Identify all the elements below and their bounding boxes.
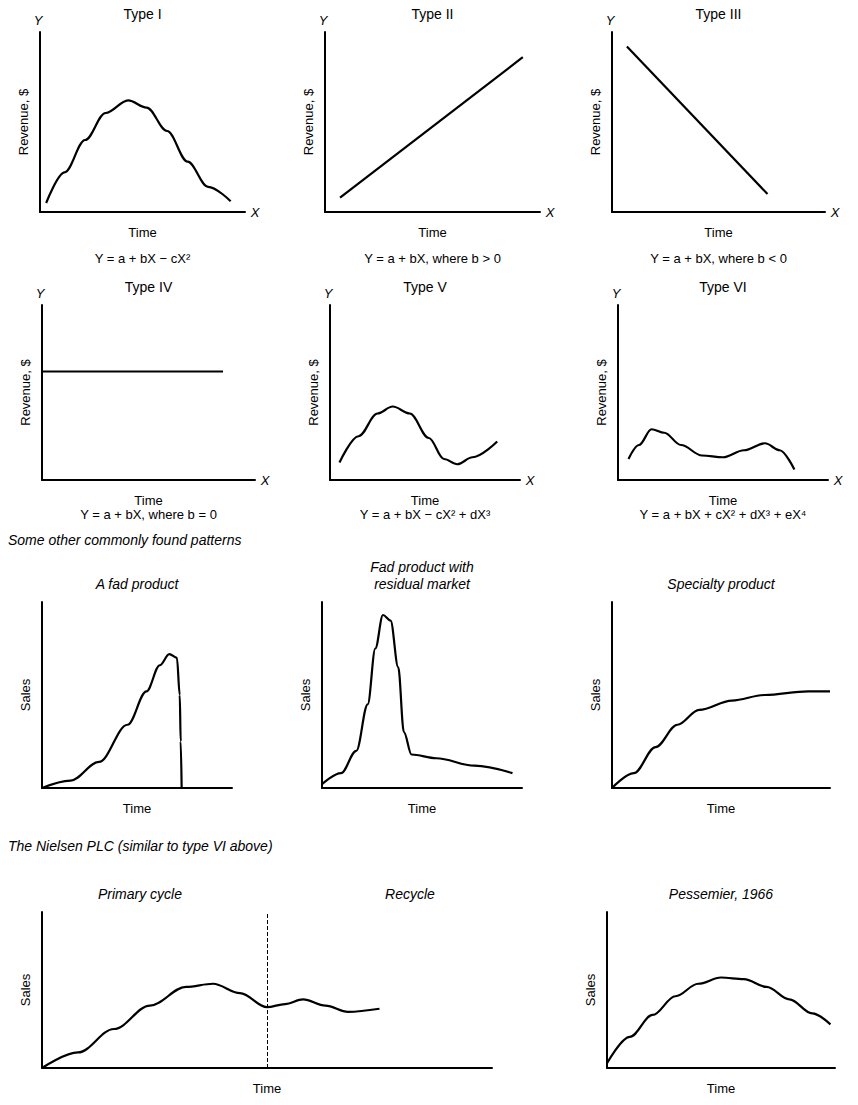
svg-text:Type III: Type III	[696, 6, 742, 22]
svg-text:residual market: residual market	[374, 576, 471, 592]
svg-text:A fad product: A fad product	[95, 576, 180, 592]
svg-text:Sales: Sales	[18, 678, 33, 711]
svg-text:Revenue, $: Revenue, $	[18, 358, 33, 425]
svg-text:Revenue, $: Revenue, $	[301, 88, 316, 155]
svg-text:X: X	[525, 473, 536, 488]
svg-text:Time: Time	[707, 801, 735, 816]
svg-text:Primary cycle: Primary cycle	[98, 886, 182, 902]
svg-text:Time: Time	[134, 493, 162, 508]
svg-text:Type I: Type I	[123, 6, 161, 22]
svg-text:Y = a + bX, where b < 0: Y = a + bX, where b < 0	[650, 251, 787, 266]
svg-text:X: X	[830, 205, 841, 220]
svg-text:X: X	[545, 205, 556, 220]
svg-text:Fad product with: Fad product with	[370, 559, 474, 575]
svg-text:Y = a + bX, where b = 0: Y = a + bX, where b = 0	[80, 507, 217, 522]
svg-text:Type VI: Type VI	[699, 279, 746, 295]
svg-text:Sales: Sales	[583, 973, 598, 1006]
svg-text:The Nielsen PLC (similar to ty: The Nielsen PLC (similar to type VI abov…	[8, 838, 273, 854]
svg-text:Some other commonly found patt: Some other commonly found patterns	[8, 532, 241, 548]
svg-text:Y: Y	[36, 286, 46, 301]
svg-text:Time: Time	[411, 493, 439, 508]
svg-text:Y: Y	[606, 13, 616, 28]
svg-text:Y: Y	[319, 13, 329, 28]
svg-text:Recycle: Recycle	[385, 886, 435, 902]
svg-text:Time: Time	[408, 801, 436, 816]
svg-text:X: X	[260, 473, 271, 488]
svg-text:Time: Time	[123, 801, 151, 816]
svg-text:Revenue, $: Revenue, $	[588, 88, 603, 155]
svg-text:Time: Time	[128, 225, 156, 240]
svg-text:Y = a + bX − cX² + dX³: Y = a + bX − cX² + dX³	[360, 507, 491, 522]
svg-text:Pessemier, 1966: Pessemier, 1966	[669, 886, 773, 902]
svg-text:Sales: Sales	[588, 678, 603, 711]
svg-text:Time: Time	[709, 493, 737, 508]
svg-text:Time: Time	[418, 225, 446, 240]
svg-text:Type V: Type V	[403, 279, 447, 295]
svg-text:Sales: Sales	[18, 973, 33, 1006]
svg-text:Type IV: Type IV	[125, 279, 173, 295]
svg-text:Time: Time	[707, 1081, 735, 1096]
svg-text:Time: Time	[253, 1081, 281, 1096]
svg-text:Y: Y	[612, 286, 622, 301]
svg-text:Y: Y	[324, 286, 334, 301]
svg-text:Revenue, $: Revenue, $	[16, 88, 31, 155]
svg-text:X: X	[250, 205, 261, 220]
svg-text:Specialty product: Specialty product	[667, 576, 776, 592]
svg-text:Sales: Sales	[298, 678, 313, 711]
svg-text:Revenue, $: Revenue, $	[594, 358, 609, 425]
svg-text:Y = a + bX + cX² + dX³ + eX⁴: Y = a + bX + cX² + dX³ + eX⁴	[640, 507, 807, 522]
svg-text:Revenue, $: Revenue, $	[306, 358, 321, 425]
svg-text:Y: Y	[34, 13, 44, 28]
svg-text:X: X	[833, 473, 844, 488]
svg-text:Y = a + bX, where b > 0: Y = a + bX, where b > 0	[364, 251, 501, 266]
svg-text:Time: Time	[704, 225, 732, 240]
svg-text:Y = a + bX − cX²: Y = a + bX − cX²	[95, 251, 191, 266]
svg-text:Type II: Type II	[411, 6, 453, 22]
